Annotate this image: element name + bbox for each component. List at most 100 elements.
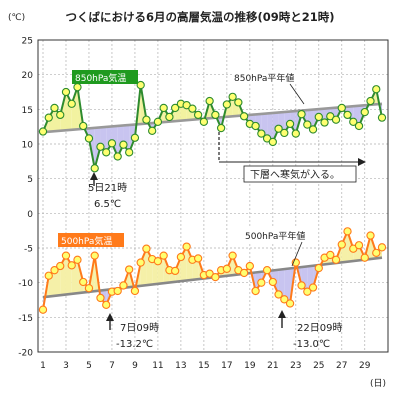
t850-point (321, 119, 328, 126)
t850-point (292, 130, 299, 137)
y-tick-label: 0 (27, 210, 33, 220)
t850-point (57, 111, 64, 118)
t850-point (269, 138, 276, 145)
x-tick-label: 21 (267, 361, 278, 371)
t500-point (160, 252, 167, 259)
t850-point (223, 101, 230, 108)
t850-point (45, 114, 52, 121)
t850-point (166, 113, 173, 120)
t500-point (57, 262, 64, 269)
t500-point (172, 267, 179, 274)
t500-point (286, 300, 293, 307)
t850-point (85, 135, 92, 142)
t850-point (218, 124, 225, 131)
t500-point (355, 242, 362, 249)
t850-point (114, 153, 121, 160)
x-tick-label: 1 (40, 361, 46, 371)
t850-point (206, 97, 213, 104)
t850-point (149, 127, 156, 134)
t500-point (309, 284, 316, 291)
x-tick-label: 19 (244, 361, 256, 371)
t500-point (298, 282, 305, 289)
t500-point (126, 266, 133, 273)
t850-point (137, 81, 144, 88)
y-tick-label: 15 (22, 106, 33, 116)
t850-point (62, 88, 69, 95)
legend-850: 850hPa気温 (72, 70, 138, 84)
annotation-cold-air-text: 下層へ寒気が入る。 (250, 168, 340, 181)
annotation-min-500-b-line2: -13.0℃ (293, 339, 330, 350)
t850-point (108, 140, 115, 147)
x-tick-label: 3 (63, 361, 69, 371)
x-tick-label: 25 (313, 361, 324, 371)
t850-point (378, 114, 385, 121)
t850-point (344, 111, 351, 118)
x-tick-label: 29 (359, 361, 371, 371)
t850-point (241, 113, 248, 120)
t500-point (367, 232, 374, 239)
t500-point (195, 255, 202, 262)
legend-500-text: 500hPa気温 (61, 235, 112, 247)
t850-point (298, 111, 305, 118)
t500-point (241, 269, 248, 276)
y-tick-label: 5 (27, 175, 33, 185)
t500-point (131, 287, 138, 294)
legend-500-normal-text: 500hPa平年値 (245, 230, 305, 242)
y-tick-label: -5 (24, 245, 33, 255)
t500-point (378, 244, 385, 251)
t850-point (154, 118, 161, 125)
t500-point (344, 228, 351, 235)
t500-point (91, 252, 98, 259)
x-axis-unit: (日) (370, 378, 386, 389)
t850-point (91, 165, 98, 172)
t850-point (367, 97, 374, 104)
annotation-min-850-line1: 5日21時 (88, 182, 127, 194)
t850-point (338, 104, 345, 111)
x-tick-label: 15 (198, 361, 209, 371)
t500-point (246, 262, 253, 269)
t500-point (114, 287, 121, 294)
legend-500: 500hPa気温 (58, 233, 124, 247)
t850-point (200, 118, 207, 125)
y-tick-label: 20 (22, 71, 34, 81)
x-tick-label: 27 (336, 361, 347, 371)
t500-point (97, 294, 104, 301)
x-tick-label: 7 (109, 361, 115, 371)
x-tick-label: 23 (290, 361, 301, 371)
y-tick-label: -20 (18, 349, 33, 359)
t500-point (143, 245, 150, 252)
y-tick-label: -15 (18, 314, 33, 324)
t500-point (68, 262, 75, 269)
t850-point (229, 93, 236, 100)
t850-point (212, 111, 219, 118)
t500-point (252, 287, 259, 294)
t850-point (355, 122, 362, 129)
t500-point (223, 265, 230, 272)
t850-point (373, 86, 380, 93)
legend-850-text: 850hPa気温 (75, 72, 126, 84)
t850-point (143, 116, 150, 123)
t850-point (361, 109, 368, 116)
t850-point (195, 111, 202, 118)
t500-point (154, 258, 161, 265)
t500-point (361, 254, 368, 261)
t500-point (229, 252, 236, 259)
annotation-min-500-b-line1: 22日09時 (297, 322, 342, 334)
t500-point (263, 267, 270, 274)
t500-point (338, 241, 345, 248)
t850-point (281, 129, 288, 136)
t500-point (74, 256, 81, 263)
t500-point (212, 274, 219, 281)
legend-850-normal-text: 850hPa平年値 (234, 72, 294, 84)
t500-point (137, 259, 144, 266)
y-tick-label: -10 (18, 279, 33, 289)
t500-point (269, 278, 276, 285)
t500-point (183, 243, 190, 250)
t850-point (103, 149, 110, 156)
t850-point (80, 122, 87, 129)
t850-point (120, 141, 127, 148)
t500-point (103, 301, 110, 308)
t850-point (131, 134, 138, 141)
